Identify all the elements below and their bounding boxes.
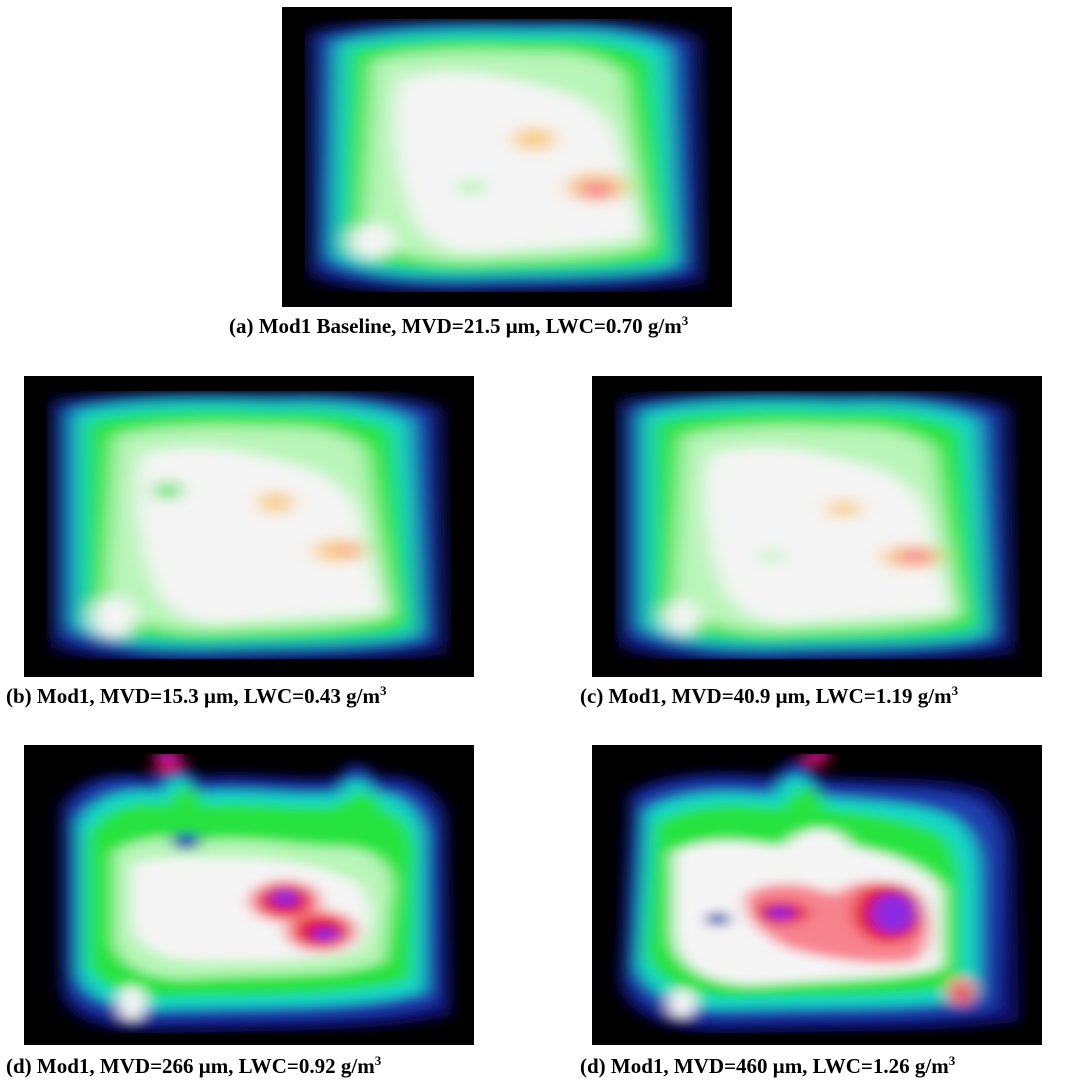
contour-panel-d2 [592, 745, 1042, 1045]
caption-d1: (d) Mod1, MVD=266 μm, LWC=0.92 g/m3 [6, 1053, 382, 1078]
contour-panel-b [24, 376, 474, 677]
caption-a: (a) Mod1 Baseline, MVD=21.5 μm, LWC=0.70… [229, 313, 689, 338]
contour-plot-a [282, 7, 732, 307]
caption-b: (b) Mod1, MVD=15.3 μm, LWC=0.43 g/m3 [6, 683, 387, 708]
contour-plot-d1 [24, 745, 474, 1045]
contour-panel-a [282, 7, 732, 307]
contour-plot-b [24, 376, 474, 677]
caption-d2: (d) Mod1, MVD=460 μm, LWC=1.26 g/m3 [580, 1053, 956, 1078]
contour-plot-c [592, 376, 1042, 677]
contour-plot-d2 [592, 745, 1042, 1045]
contour-panel-d1 [24, 745, 474, 1045]
caption-c: (c) Mod1, MVD=40.9 μm, LWC=1.19 g/m3 [580, 683, 959, 708]
contour-panel-c [592, 376, 1042, 677]
